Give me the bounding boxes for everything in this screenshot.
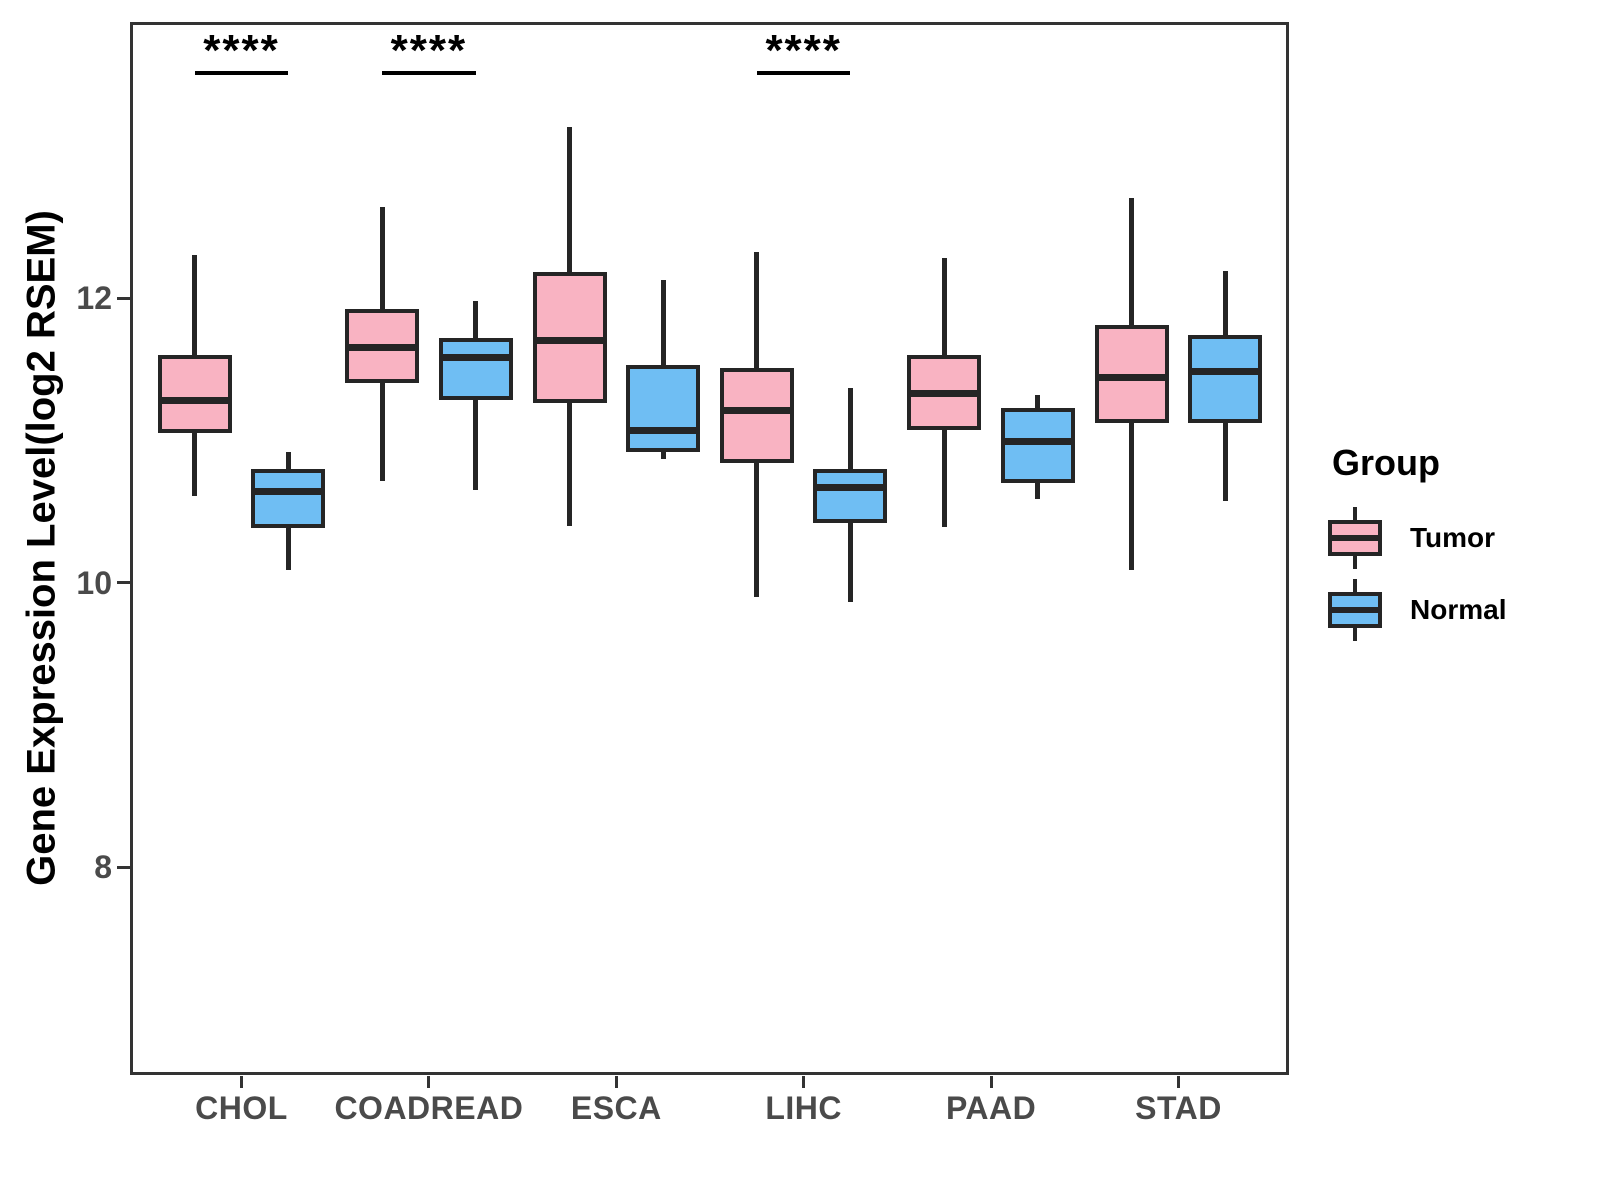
y-tick-mark-12 bbox=[117, 296, 130, 300]
box-normal-PAAD bbox=[1000, 407, 1075, 483]
median-tumor-COADREAD bbox=[345, 344, 420, 352]
x-tick-mark-LIHC bbox=[802, 1076, 806, 1088]
sig-bar-CHOL bbox=[194, 71, 289, 75]
x-tick-label-STAD: STAD bbox=[1135, 1090, 1222, 1126]
plot-panel bbox=[130, 22, 1289, 1075]
box-tumor-CHOL bbox=[157, 354, 232, 434]
legend-title: Group bbox=[1332, 442, 1440, 483]
legend: Group Tumor Normal bbox=[1326, 442, 1586, 646]
y-tick-label-8: 8 bbox=[94, 849, 112, 885]
x-tick-mark-CHOL bbox=[240, 1076, 243, 1088]
y-tick-mark-10 bbox=[117, 581, 130, 584]
x-tick-label-PAAD: PAAD bbox=[945, 1090, 1037, 1126]
x-tick-label-ESCA: ESCA bbox=[570, 1090, 662, 1126]
sig-bar-LIHC bbox=[756, 71, 851, 75]
key-median-line bbox=[1328, 607, 1382, 613]
sig-bar-COADREAD bbox=[382, 71, 476, 75]
median-tumor-LIHC bbox=[719, 406, 794, 414]
x-tick-label-LIHC: LIHC bbox=[765, 1090, 843, 1126]
y-tick-label-10: 10 bbox=[76, 564, 112, 601]
box-normal-LIHC bbox=[813, 468, 888, 523]
median-normal-PAAD bbox=[1000, 438, 1075, 446]
median-normal-ESCA bbox=[626, 426, 701, 434]
boxplot-key-icon bbox=[1326, 507, 1384, 569]
legend-label-tumor: Tumor bbox=[1410, 522, 1496, 553]
key-median-line bbox=[1328, 535, 1382, 541]
x-tick-mark-ESCA bbox=[614, 1076, 618, 1088]
sig-stars-CHOL: **** bbox=[203, 26, 280, 75]
x-tick-label-COADREAD: COADREAD bbox=[334, 1090, 524, 1126]
legend-entry-tumor: Tumor bbox=[1326, 502, 1586, 574]
box-normal-COADREAD bbox=[438, 337, 513, 401]
y-tick-label-12: 12 bbox=[76, 280, 112, 316]
median-tumor-STAD bbox=[1094, 374, 1169, 382]
median-normal-LIHC bbox=[813, 483, 888, 491]
legend-label-normal: Normal bbox=[1410, 594, 1507, 625]
box-normal-CHOL bbox=[251, 468, 326, 529]
x-tick-mark-PAAD bbox=[989, 1076, 993, 1088]
median-tumor-PAAD bbox=[907, 389, 982, 397]
sig-stars-LIHC: **** bbox=[765, 26, 842, 75]
legend-entry-normal: Normal bbox=[1326, 574, 1586, 646]
box-tumor-STAD bbox=[1094, 325, 1169, 424]
median-tumor-CHOL bbox=[157, 396, 232, 404]
boxplot-key-icon bbox=[1326, 579, 1384, 641]
x-tick-label-CHOL: CHOL bbox=[195, 1090, 288, 1126]
legend-entries: Tumor Normal bbox=[1326, 502, 1586, 646]
box-tumor-LIHC bbox=[719, 367, 794, 463]
median-normal-COADREAD bbox=[438, 354, 513, 362]
box-normal-STAD bbox=[1188, 334, 1263, 424]
median-tumor-ESCA bbox=[532, 337, 607, 345]
box-normal-ESCA bbox=[626, 364, 701, 452]
x-tick-mark-STAD bbox=[1177, 1076, 1180, 1088]
sig-stars-COADREAD: **** bbox=[390, 26, 468, 75]
y-tick-mark-8 bbox=[117, 865, 130, 869]
x-tick-mark-COADREAD bbox=[427, 1076, 431, 1088]
median-normal-STAD bbox=[1188, 368, 1263, 376]
median-normal-CHOL bbox=[251, 487, 326, 495]
